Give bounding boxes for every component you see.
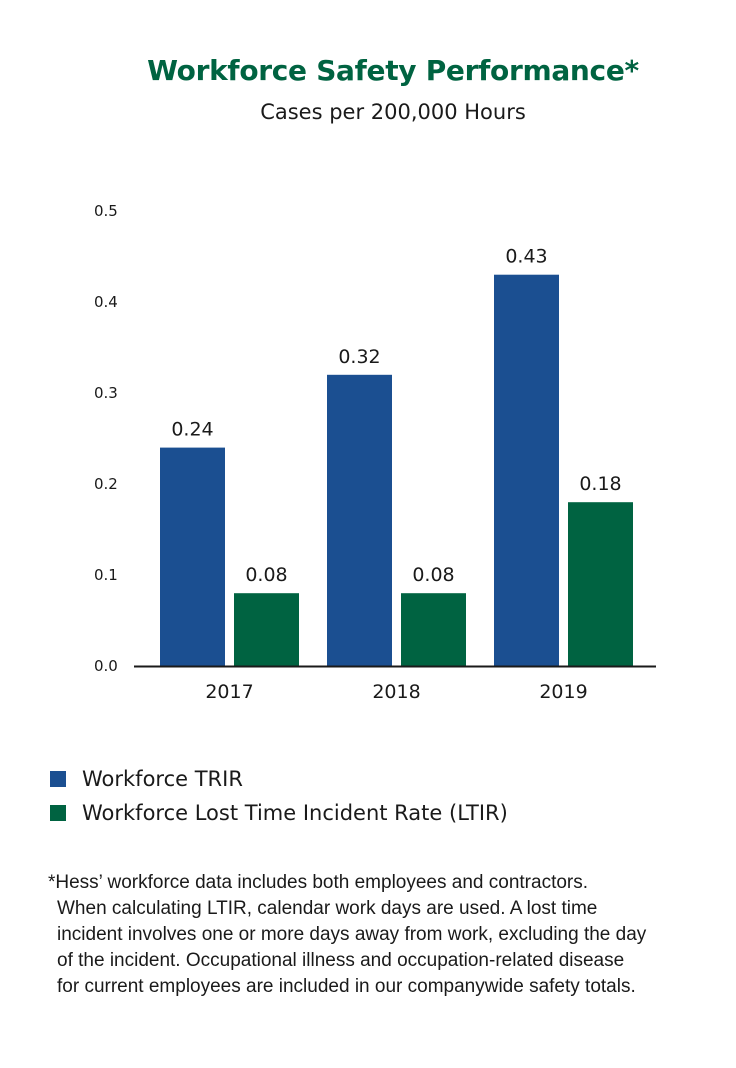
- data-label: 0.18: [579, 473, 621, 495]
- y-tick-label: 0.1: [94, 566, 118, 584]
- legend-label-trir: Workforce TRIR: [82, 767, 243, 791]
- y-tick-label: 0.5: [94, 202, 118, 220]
- data-label: 0.43: [505, 246, 547, 268]
- x-tick-label: 2019: [539, 681, 587, 703]
- legend-item-ltir: Workforce Lost Time Incident Rate (LTIR): [50, 796, 508, 830]
- x-tick-label: 2017: [205, 681, 253, 703]
- bar: [568, 502, 633, 666]
- bar: [494, 274, 559, 666]
- data-label: 0.32: [338, 346, 380, 368]
- legend-swatch-ltir: [50, 805, 66, 821]
- legend-label-ltir: Workforce Lost Time Incident Rate (LTIR): [82, 801, 508, 825]
- bar: [234, 593, 299, 666]
- legend: Workforce TRIR Workforce Lost Time Incid…: [50, 762, 508, 830]
- legend-swatch-trir: [50, 771, 66, 787]
- footnote-line: *Hess’ workforce data includes both empl…: [48, 872, 589, 893]
- bar-chart: 0.0 0.1 0.2 0.3 0.4 0.5 0.24 0.08 2017 0.32 0.08 20…: [94, 202, 656, 703]
- y-tick-label: 0.4: [94, 293, 118, 311]
- data-label: 0.08: [245, 564, 287, 586]
- footnote-line: When calculating LTIR, calendar work day…: [57, 898, 598, 919]
- chart-subtitle: Cases per 200,000 Hours: [260, 100, 526, 124]
- chart-title: Workforce Safety Performance*: [147, 54, 639, 87]
- bar: [401, 593, 466, 666]
- footnote-line: of the incident. Occupational illness an…: [57, 950, 625, 971]
- footnote: *Hess’ workforce data includes both empl…: [48, 870, 708, 1000]
- data-label: 0.08: [412, 564, 454, 586]
- bar: [160, 447, 225, 666]
- y-tick-label: 0.2: [94, 475, 118, 493]
- footnote-line: incident involves one or more days away …: [57, 924, 647, 945]
- data-label: 0.24: [171, 419, 213, 441]
- footnote-line: for current employees are included in ou…: [57, 976, 636, 997]
- bar: [327, 374, 392, 666]
- y-tick-label: 0.0: [94, 657, 118, 675]
- legend-item-trir: Workforce TRIR: [50, 762, 508, 796]
- y-tick-label: 0.3: [94, 384, 118, 402]
- x-tick-label: 2018: [372, 681, 420, 703]
